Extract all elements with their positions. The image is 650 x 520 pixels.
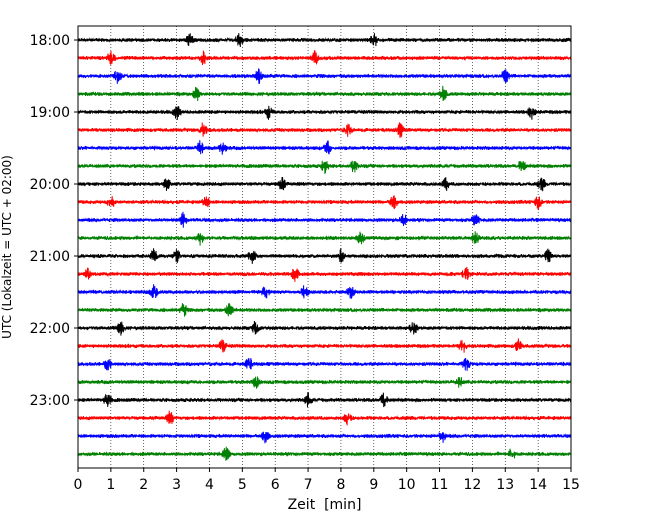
x-tick-label: 8 xyxy=(336,477,345,493)
trace-2215 xyxy=(77,338,572,353)
trace-1845 xyxy=(77,85,572,102)
trace-2100 xyxy=(77,247,572,264)
y-tick-label: 22:00 xyxy=(30,321,70,337)
trace-2200 xyxy=(77,320,572,336)
x-axis-ticks: 0 1 2 3 4 5 6 7 8 9 10 11 12 13 14 15 xyxy=(74,468,580,493)
x-tick-label: 13 xyxy=(496,477,514,493)
trace-2000 xyxy=(77,176,572,192)
x-tick-label: 0 xyxy=(74,477,83,493)
trace-2230 xyxy=(77,357,572,371)
x-tick-label: 12 xyxy=(463,477,481,493)
trace-1900 xyxy=(77,105,572,120)
y-tick-label: 18:00 xyxy=(30,33,70,49)
x-tick-label: 15 xyxy=(562,477,580,493)
y-tick-label: 23:00 xyxy=(30,393,70,409)
y-tick-label: 19:00 xyxy=(30,105,70,121)
x-tick-label: 4 xyxy=(205,477,214,493)
trace-1815 xyxy=(77,50,572,66)
x-tick-label: 2 xyxy=(139,477,148,493)
trace-2030 xyxy=(77,211,572,228)
plot-frame xyxy=(77,25,572,469)
x-tick-label: 11 xyxy=(431,477,449,493)
trace-1930 xyxy=(77,140,572,155)
x-tick-label: 7 xyxy=(304,477,313,493)
x-tick-label: 1 xyxy=(106,477,115,493)
trace-2245 xyxy=(77,376,572,389)
trace-1945 xyxy=(77,160,572,174)
trace-2315 xyxy=(77,410,572,426)
trace-lines xyxy=(77,33,572,461)
x-tick-label: 10 xyxy=(398,477,416,493)
trace-2115 xyxy=(77,266,572,282)
trace-2330 xyxy=(77,431,572,444)
trace-2345 xyxy=(77,446,572,461)
trace-1915 xyxy=(77,122,572,138)
trace-1830 xyxy=(77,68,572,84)
trace-2130 xyxy=(77,284,572,299)
x-axis-label: Zeit [min] xyxy=(288,497,362,513)
y-tick-label: 20:00 xyxy=(30,177,70,193)
trace-2300 xyxy=(77,392,572,408)
x-tick-label: 3 xyxy=(172,477,181,493)
x-tick-label: 9 xyxy=(369,477,378,493)
x-tick-label: 14 xyxy=(529,477,547,493)
x-tick-label: 6 xyxy=(271,477,280,493)
trace-2015 xyxy=(77,195,572,211)
trace-2145 xyxy=(77,302,572,317)
y-axis-ticks: 18:00 19:00 20:00 21:00 22:00 23:00 xyxy=(30,33,78,409)
y-tick-label: 21:00 xyxy=(30,249,70,265)
trace-1800 xyxy=(77,33,572,48)
trace-2045 xyxy=(77,231,572,246)
y-axis-label: UTC (Lokalzeit = UTC + 02:00) xyxy=(0,155,14,339)
x-tick-label: 5 xyxy=(238,477,247,493)
